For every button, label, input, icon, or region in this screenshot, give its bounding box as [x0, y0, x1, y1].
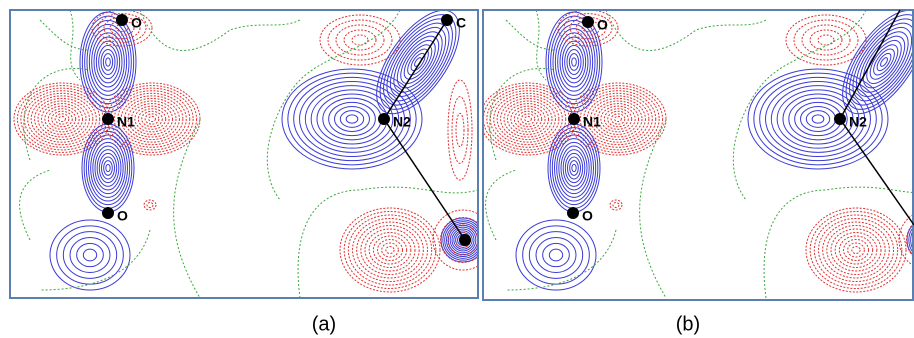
atom-dot [102, 113, 114, 125]
caption: (a) [312, 313, 336, 335]
atom-label: C [456, 15, 466, 31]
panel-b-map [483, 10, 913, 299]
atom-label: O [597, 17, 608, 33]
atom-label: O [582, 208, 593, 224]
atom-dot [378, 113, 390, 125]
atom-dot [441, 14, 453, 26]
atom-dot [582, 16, 594, 28]
atom-label: N1 [583, 114, 601, 130]
atom-label: N1 [117, 114, 135, 130]
atom-dot [834, 113, 846, 125]
atom-dot [116, 14, 128, 26]
atom-dot [568, 113, 580, 125]
panel-a-frame [9, 9, 479, 299]
atom-label: N2 [393, 114, 411, 130]
caption: (b) [676, 313, 700, 335]
panel-a-map [13, 10, 478, 298]
atom-label: O [117, 208, 128, 224]
atom-dot [567, 207, 579, 219]
atom-label: O [131, 15, 142, 31]
atom-dot [459, 234, 471, 246]
atom-label: N2 [849, 114, 867, 130]
panel-b-frame [482, 9, 914, 301]
atom-dot [102, 207, 114, 219]
